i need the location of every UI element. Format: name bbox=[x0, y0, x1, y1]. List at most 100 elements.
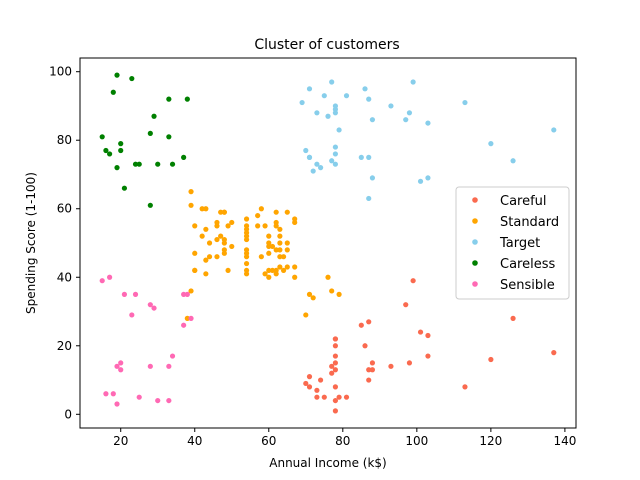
data-point bbox=[214, 254, 220, 260]
series-careful bbox=[303, 278, 557, 414]
x-tick-label: 140 bbox=[553, 434, 576, 448]
y-tick-label: 0 bbox=[64, 407, 72, 421]
legend-marker bbox=[472, 281, 478, 287]
data-point bbox=[403, 117, 409, 123]
y-tick-label: 20 bbox=[57, 339, 72, 353]
data-point bbox=[118, 141, 124, 147]
data-point bbox=[332, 353, 338, 359]
data-point bbox=[358, 322, 364, 328]
data-point bbox=[132, 291, 139, 297]
data-point bbox=[488, 356, 494, 363]
plot-frame bbox=[79, 57, 577, 429]
series-careless bbox=[99, 72, 190, 208]
data-point bbox=[488, 141, 494, 147]
data-point bbox=[369, 117, 376, 123]
data-point bbox=[132, 161, 139, 167]
data-point bbox=[332, 343, 338, 349]
data-point bbox=[366, 367, 372, 373]
data-point bbox=[147, 202, 153, 208]
data-point bbox=[243, 216, 250, 222]
data-point bbox=[166, 134, 172, 140]
data-point bbox=[114, 72, 120, 78]
data-point bbox=[425, 120, 431, 126]
data-point bbox=[192, 250, 198, 256]
data-point bbox=[332, 106, 338, 112]
data-point bbox=[332, 397, 338, 404]
data-point bbox=[299, 99, 305, 106]
data-point bbox=[151, 305, 157, 311]
series-standard bbox=[184, 189, 342, 321]
data-point bbox=[221, 209, 227, 215]
data-point bbox=[314, 161, 320, 167]
data-point bbox=[243, 223, 250, 229]
data-point bbox=[336, 394, 342, 400]
data-point bbox=[266, 240, 272, 246]
legend-label: Target bbox=[499, 236, 540, 251]
data-point bbox=[277, 240, 283, 246]
data-point bbox=[181, 154, 187, 160]
data-point bbox=[310, 295, 316, 301]
data-point bbox=[510, 158, 516, 164]
data-point bbox=[103, 391, 109, 397]
data-point bbox=[114, 165, 120, 171]
data-point bbox=[229, 219, 235, 226]
legend-marker bbox=[472, 197, 478, 203]
data-point bbox=[292, 264, 298, 270]
data-point bbox=[258, 206, 264, 212]
x-tick-label: 80 bbox=[335, 434, 350, 448]
data-point bbox=[410, 278, 416, 284]
data-point bbox=[262, 223, 268, 229]
data-point bbox=[188, 189, 194, 195]
x-axis: 20 40 60 80 100 120 140 bbox=[113, 428, 576, 448]
data-point bbox=[284, 264, 290, 270]
data-point bbox=[121, 185, 128, 191]
data-point bbox=[277, 264, 283, 270]
data-point bbox=[284, 247, 290, 253]
data-point bbox=[336, 291, 342, 297]
data-point bbox=[266, 267, 272, 274]
data-point bbox=[332, 151, 338, 157]
data-point bbox=[362, 86, 368, 92]
data-point bbox=[118, 360, 124, 366]
data-point bbox=[243, 236, 250, 243]
data-point bbox=[188, 288, 194, 294]
data-point bbox=[303, 147, 309, 154]
data-point bbox=[369, 360, 376, 366]
data-point bbox=[406, 110, 413, 116]
legend-marker bbox=[472, 218, 478, 224]
data-point bbox=[366, 319, 372, 325]
data-point bbox=[362, 343, 368, 349]
data-point bbox=[462, 99, 468, 106]
data-point bbox=[203, 257, 209, 263]
data-point bbox=[114, 363, 120, 369]
data-point bbox=[229, 243, 235, 250]
data-point bbox=[203, 206, 209, 212]
data-point bbox=[329, 370, 335, 376]
y-tick-label: 60 bbox=[57, 202, 72, 216]
data-point bbox=[332, 144, 338, 150]
data-point bbox=[306, 86, 313, 92]
data-point bbox=[306, 154, 313, 160]
data-point bbox=[255, 212, 261, 219]
data-point bbox=[121, 291, 128, 297]
data-point bbox=[343, 93, 350, 99]
data-point bbox=[151, 113, 157, 119]
data-point bbox=[136, 161, 142, 167]
data-point bbox=[329, 363, 335, 369]
data-point bbox=[273, 209, 279, 215]
data-point bbox=[277, 233, 283, 239]
data-point bbox=[510, 315, 516, 321]
data-point bbox=[366, 195, 372, 202]
data-point bbox=[169, 161, 176, 167]
data-point bbox=[403, 302, 409, 308]
legend: Careful Standard Target Careless Sensible bbox=[455, 186, 570, 300]
data-point bbox=[155, 161, 161, 167]
data-point bbox=[277, 254, 283, 260]
data-point bbox=[273, 219, 279, 226]
data-point bbox=[277, 247, 283, 253]
data-point bbox=[255, 223, 261, 229]
data-point bbox=[425, 353, 431, 359]
data-point bbox=[325, 274, 331, 280]
data-point bbox=[184, 315, 190, 321]
